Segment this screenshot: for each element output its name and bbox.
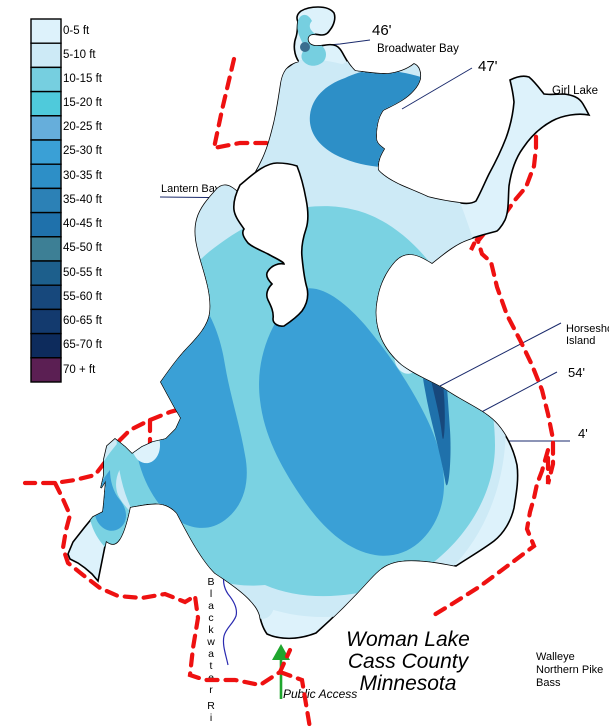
- svg-text:15-20 ft: 15-20 ft: [63, 97, 103, 109]
- svg-text:l: l: [210, 588, 212, 600]
- svg-text:B: B: [207, 576, 214, 588]
- svg-text:46': 46': [372, 22, 392, 39]
- svg-text:10-15 ft: 10-15 ft: [63, 73, 103, 85]
- svg-text:Woman Lake: Woman Lake: [346, 628, 470, 651]
- svg-text:54': 54': [568, 365, 585, 380]
- svg-text:60-65 ft: 60-65 ft: [63, 315, 103, 327]
- svg-text:Lantern Bay: Lantern Bay: [161, 183, 221, 195]
- svg-text:35-40 ft: 35-40 ft: [63, 194, 103, 206]
- svg-text:55-60 ft: 55-60 ft: [63, 291, 103, 303]
- svg-text:4': 4': [578, 426, 588, 441]
- svg-text:i: i: [210, 712, 212, 724]
- svg-text:0-5 ft: 0-5 ft: [63, 25, 90, 37]
- svg-text:47': 47': [478, 58, 498, 75]
- svg-text:40-45 ft: 40-45 ft: [63, 218, 103, 230]
- svg-text:Cass County: Cass County: [348, 650, 470, 673]
- svg-text:Minnesota: Minnesota: [360, 672, 457, 695]
- svg-text:30-35 ft: 30-35 ft: [63, 170, 103, 182]
- svg-text:r: r: [209, 684, 213, 696]
- svg-text:Bass: Bass: [536, 677, 561, 689]
- svg-text:Horseshoe: Horseshoe: [566, 323, 609, 335]
- svg-text:R: R: [207, 700, 215, 712]
- svg-text:5-10 ft: 5-10 ft: [63, 49, 96, 61]
- svg-text:Northern Pike: Northern Pike: [536, 664, 603, 676]
- svg-text:Broadwater Bay: Broadwater Bay: [377, 43, 459, 55]
- svg-text:Public Access: Public Access: [283, 687, 357, 701]
- svg-text:50-55 ft: 50-55 ft: [63, 267, 103, 279]
- svg-text:c: c: [208, 612, 213, 624]
- svg-text:w: w: [206, 636, 215, 648]
- svg-text:Walleye: Walleye: [536, 651, 575, 663]
- svg-text:20-25 ft: 20-25 ft: [63, 121, 103, 133]
- svg-text:65-70 ft: 65-70 ft: [63, 339, 103, 351]
- svg-text:25-30 ft: 25-30 ft: [63, 145, 103, 157]
- svg-text:k: k: [208, 624, 214, 636]
- svg-text:a: a: [208, 648, 214, 660]
- svg-text:Island: Island: [566, 335, 595, 347]
- svg-text:a: a: [208, 600, 214, 612]
- svg-text:t: t: [210, 660, 213, 672]
- svg-text:45-50 ft: 45-50 ft: [63, 242, 103, 254]
- svg-text:70 + ft: 70 + ft: [63, 364, 96, 376]
